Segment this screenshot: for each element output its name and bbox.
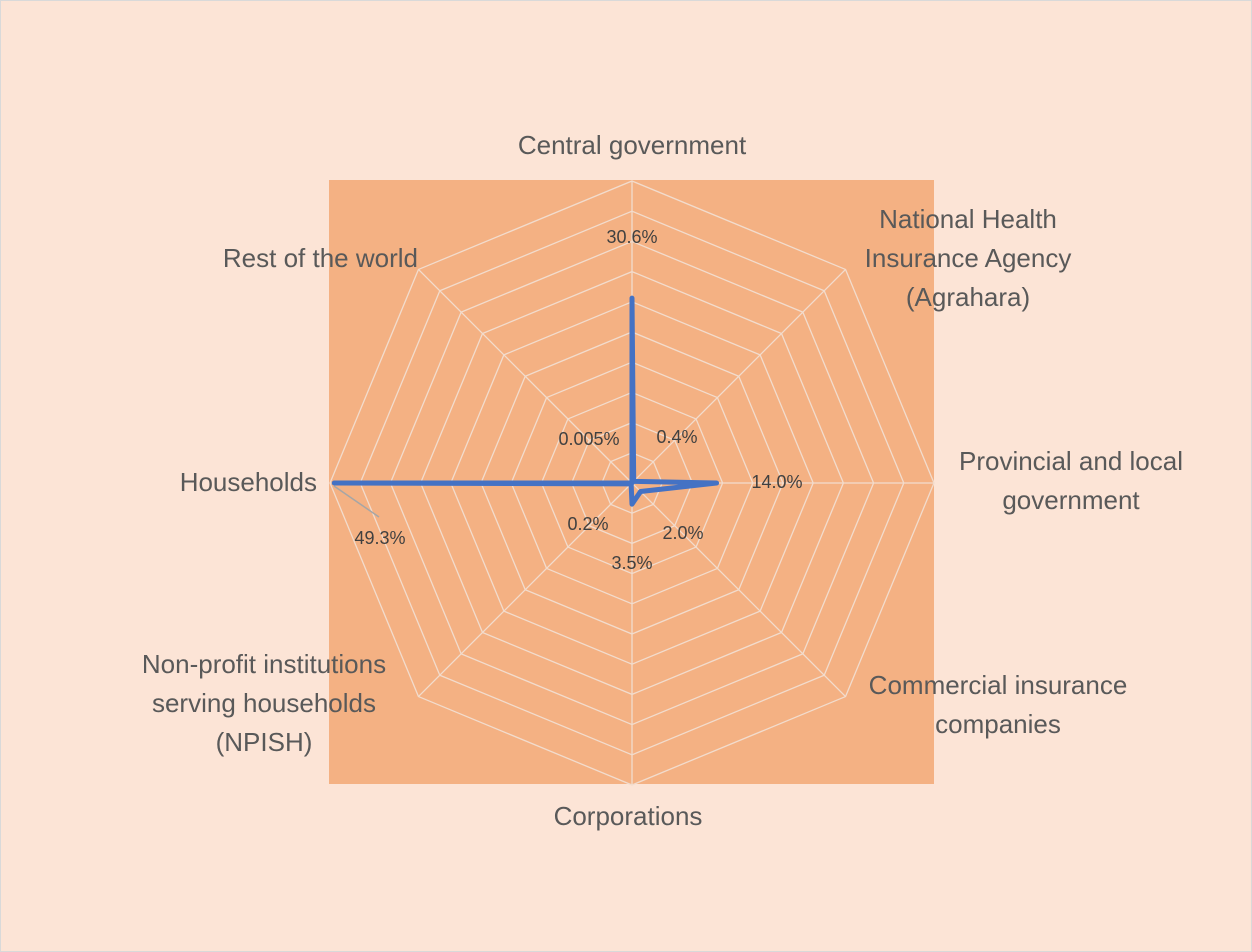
- data-label: 0.4%: [656, 427, 697, 447]
- data-label: 49.3%: [354, 528, 405, 548]
- spoke: [417, 268, 633, 484]
- data-label: 0.2%: [567, 514, 608, 534]
- data-label: 3.5%: [611, 553, 652, 573]
- leader-line: [333, 485, 380, 518]
- data-label: 30.6%: [606, 227, 657, 247]
- category-label: National Health Insurance Agency (Agraha…: [864, 204, 1072, 312]
- category-label: Corporations: [553, 801, 703, 831]
- category-label: Households: [179, 467, 317, 497]
- data-label: 0.005%: [558, 429, 619, 449]
- category-label: Central government: [517, 130, 747, 160]
- spoke: [631, 482, 847, 698]
- category-label: Provincial and local government: [958, 446, 1183, 515]
- category-label: Non-profit institutions serving househol…: [141, 649, 387, 757]
- category-label: Rest of the world: [222, 243, 418, 273]
- series-line: [331, 295, 720, 507]
- spoke: [631, 268, 847, 484]
- spoke: [417, 482, 633, 698]
- data-label: 14.0%: [751, 472, 802, 492]
- data-label: 2.0%: [662, 523, 703, 543]
- category-label: Commercial insurance companies: [868, 670, 1128, 739]
